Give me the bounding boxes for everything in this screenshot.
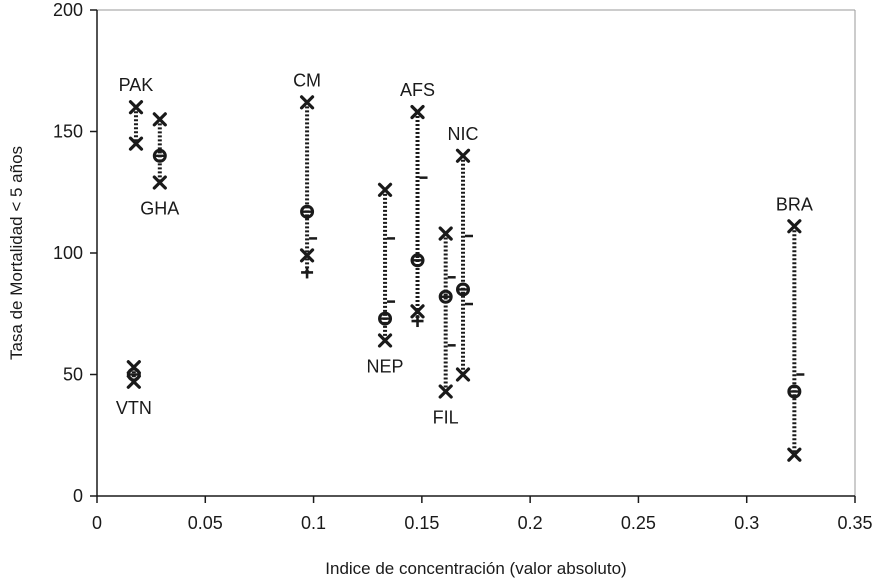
x-marker-stroke xyxy=(787,219,802,234)
x-marker xyxy=(299,95,315,110)
x-marker-stroke xyxy=(126,360,141,375)
x-tick-label: 0.15 xyxy=(404,513,439,533)
x-marker-stroke xyxy=(455,367,471,382)
x-tick-label: 0.05 xyxy=(188,513,223,533)
x-marker-stroke xyxy=(410,304,425,319)
x-tick-label: 0 xyxy=(92,513,102,533)
country-label-vtn: VTN xyxy=(116,398,152,418)
y-tick-label: 100 xyxy=(53,243,83,263)
country-label-gha: GHA xyxy=(140,199,179,219)
x-marker xyxy=(410,304,425,319)
x-marker xyxy=(455,367,471,382)
country-label-cm: CM xyxy=(293,70,321,90)
plot-frame xyxy=(96,9,856,497)
country-group-fil: FIL xyxy=(433,226,459,428)
country-label-afs: AFS xyxy=(400,80,435,100)
country-ranges: PAK GHA VTN CM NEP AFS FIL NIC BRA xyxy=(116,70,813,462)
x-marker xyxy=(126,360,141,375)
x-marker-stroke xyxy=(152,175,167,190)
country-label-nic: NIC xyxy=(448,124,479,144)
country-group-gha: GHA xyxy=(140,112,179,219)
x-tick-label: 0.35 xyxy=(837,513,872,533)
x-marker xyxy=(128,136,144,151)
x-marker-stroke xyxy=(410,104,425,120)
country-group-bra: BRA xyxy=(776,194,813,462)
x-marker-stroke xyxy=(438,384,453,399)
x-marker-stroke xyxy=(128,136,144,151)
x-marker-stroke xyxy=(299,95,315,110)
x-marker-stroke xyxy=(455,148,471,163)
x-marker xyxy=(152,175,167,190)
y-tick-label: 150 xyxy=(53,122,83,142)
y-axis-ticks: 0 50 100 150 200 xyxy=(53,0,97,506)
x-marker xyxy=(787,219,802,234)
country-label-bra: BRA xyxy=(776,194,813,214)
x-marker-stroke xyxy=(377,333,393,348)
x-marker xyxy=(128,100,144,115)
x-marker xyxy=(787,447,802,462)
x-marker xyxy=(126,374,141,389)
x-marker-stroke xyxy=(377,182,393,197)
x-marker-stroke xyxy=(152,112,167,127)
x-marker-stroke xyxy=(438,226,453,241)
x-marker xyxy=(438,226,453,241)
country-group-pak: PAK xyxy=(119,75,154,151)
country-group-nep: NEP xyxy=(367,182,404,376)
x-marker xyxy=(410,104,425,120)
x-marker xyxy=(438,384,453,399)
country-label-pak: PAK xyxy=(119,75,154,95)
x-marker-stroke xyxy=(128,100,144,115)
y-axis-label: Tasa de Mortalidad < 5 años xyxy=(7,146,26,360)
x-axis-label: Indice de concentración (valor absoluto) xyxy=(325,559,626,578)
x-tick-label: 0.2 xyxy=(518,513,543,533)
y-tick-label: 200 xyxy=(53,0,83,20)
x-marker xyxy=(299,248,315,263)
x-marker xyxy=(377,333,393,348)
country-group-afs: AFS xyxy=(400,80,435,328)
x-marker xyxy=(377,182,393,197)
x-tick-label: 0.3 xyxy=(734,513,759,533)
x-tick-label: 0.25 xyxy=(621,513,656,533)
country-label-fil: FIL xyxy=(433,408,459,428)
x-marker-stroke xyxy=(787,447,802,462)
x-marker xyxy=(455,148,471,163)
x-marker-stroke xyxy=(126,374,141,389)
y-tick-label: 50 xyxy=(63,365,83,385)
x-axis-ticks: 0 0.05 0.1 0.15 0.2 0.25 0.3 0.35 xyxy=(92,496,873,533)
country-label-nep: NEP xyxy=(367,356,404,376)
y-tick-label: 0 xyxy=(73,486,83,506)
country-group-cm: CM xyxy=(293,70,321,279)
x-tick-label: 0.1 xyxy=(301,513,326,533)
x-marker-stroke xyxy=(299,248,315,263)
country-group-nic: NIC xyxy=(448,124,479,382)
country-group-vtn: VTN xyxy=(116,360,152,418)
x-marker xyxy=(152,112,167,127)
